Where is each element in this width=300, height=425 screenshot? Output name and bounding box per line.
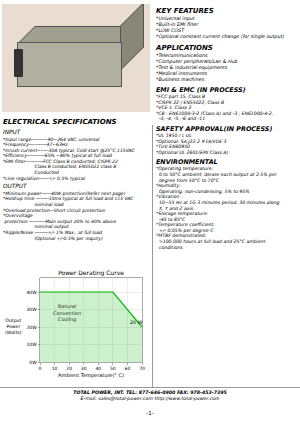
svg-text:OutputPower(Watts): OutputPower(Watts)	[5, 318, 22, 335]
html-text:*Humidity:: *Humidity:	[156, 183, 181, 189]
html-text:OUTPUT: OUTPUT	[3, 183, 27, 190]
html-text:Operating: non-condensing, 5%: Operating: non-condensing, 5% to 95%	[156, 188, 250, 194]
svg-text:0: 0	[39, 366, 42, 371]
html-text:ENVIRONMENTAL: ENVIRONMENTAL	[156, 158, 218, 167]
svg-text:10W: 10W	[26, 342, 37, 347]
html-text:EMI & EMC (IN PROCESS): EMI & EMC (IN PROCESS)	[156, 86, 246, 94]
svg-text:20: 20	[66, 366, 72, 371]
html-text:*Test & industrial equipments: *Test & industrial equipments	[156, 65, 228, 70]
svg-text:Ambient Temperature(° C): Ambient Temperature(° C)	[58, 372, 124, 379]
html-text:>100,000 hours at full load an: >100,000 hours at full load and 25°C amb…	[156, 239, 266, 245]
html-text:*LOW COST: *LOW COST	[156, 28, 185, 33]
html-text:*Storage temperature:: *Storage temperature:	[156, 211, 209, 217]
html-text:degree from 50°C to 70°C: degree from 50°C to 70°C	[156, 177, 220, 183]
html-text:nominal load: nominal load	[3, 201, 64, 207]
svg-text:NaturalConvectionCooling: NaturalConvectionCooling	[53, 303, 81, 323]
html-text:INPUT: INPUT	[3, 129, 21, 135]
html-text:*Overvoltage: *Overvoltage	[3, 213, 33, 219]
svg-text:10: 10	[52, 366, 58, 371]
html-text:protection ----------Main outp: protection ----------Main output 20% to …	[3, 218, 117, 224]
html-text:TOTAL POWER, INT. TEL: 877-646: TOTAL POWER, INT. TEL: 877-646-0900 FAX:…	[73, 390, 227, 395]
html-text:*Optional: SA J22.2 #14/VDE 3: *Optional: SA J22.2 #14/VDE 3	[156, 138, 227, 144]
html-text:Conducted: Conducted	[3, 170, 59, 176]
html-text:*Frequency-----------47~63Hz: *Frequency-----------47~63Hz	[3, 142, 68, 148]
svg-text:40: 40	[95, 366, 101, 371]
html-text:ELECTRICAL SPECIFICATIONS: ELECTRICAL SPECIFICATIONS	[3, 118, 117, 126]
svg-text:30: 30	[81, 366, 87, 371]
html-text:*Ripple/Noise --------+/- 1% M: *Ripple/Noise --------+/- 1% Max., at fu…	[3, 229, 103, 235]
html-text:*Minimum power------40W protec: *Minimum power------40W protection(Refer…	[3, 190, 126, 196]
svg-text:70: 70	[139, 366, 145, 371]
html-text:*Temperature coefficient:: *Temperature coefficient:	[156, 222, 215, 228]
html-text:*Line regulation------+/- 0.5%: *Line regulation------+/- 0.5% typical	[3, 175, 85, 181]
svg-text:Power Derating Curve: Power Derating Curve	[58, 269, 124, 277]
svg-text:20W: 20W	[26, 325, 37, 330]
html-text:-3, -4, -5, -6 and -11: -3, -4, -5, -6 and -11	[156, 116, 206, 122]
html-text:*VCE 1, Class 2: *VCE 1, Class 2	[156, 105, 192, 111]
html-text:nominal output: nominal output	[3, 224, 69, 230]
html-text:*Optional constant current cha: *Optional constant current change (for s…	[156, 34, 285, 39]
svg-text:20 W: 20 W	[130, 320, 143, 325]
html-text:SAFETY APPROVAL(IN PROCESS): SAFETY APPROVAL(IN PROCESS)	[156, 125, 273, 133]
html-text:-40 to 85°C: -40 to 85°C	[156, 216, 186, 222]
html-text:*Input range----------90~264 V: *Input range----------90~264 VAC, univer…	[3, 136, 100, 142]
html-text:*Vibration :: *Vibration :	[156, 194, 183, 200]
html-text:*Optional UL 2601(EMI Class A): *Optional UL 2601(EMI Class A)	[156, 149, 229, 155]
html-text:*CISPR 22 / EN55022, Class B: *CISPR 22 / EN55022, Class B	[156, 99, 225, 105]
html-text:APPLICATIONS: APPLICATIONS	[156, 44, 213, 52]
html-text:*Universal input: *Universal input	[156, 16, 195, 21]
html-text:0 to 50°C ambient; derate each: 0 to 50°C ambient; derate each output at…	[156, 171, 277, 177]
html-text:*Computer peripherals/Lan & Hu: *Computer peripherals/Lan & Hub	[156, 59, 238, 64]
html-text:*MTBF demonstrated:: *MTBF demonstrated:	[156, 233, 207, 239]
html-text:*TUV EN60950: *TUV EN60950	[156, 144, 190, 150]
html-text:Class B conducted, EN55022 cla: Class B conducted, EN55022 class B	[3, 164, 117, 170]
svg-text:50: 50	[110, 366, 116, 371]
html-text:*CB : EN61000-3-2 (Class A) an: *CB : EN61000-3-2 (Class A) and -3 ; EN6…	[156, 110, 274, 116]
html-text:(Optional +/-0.5% per inquiry): (Optional +/-0.5% per inquiry)	[3, 235, 103, 241]
html-text:*FCC part 15, Class B: *FCC part 15, Class B	[156, 94, 206, 99]
html-text:10~55 Hz at 1G 3 minutes perio: 10~55 Hz at 1G 3 minutes period, 30 minu…	[156, 199, 280, 205]
svg-text:30W: 30W	[26, 307, 37, 312]
html-text:*EMI filter-----------FCC Clas: *EMI filter-----------FCC Class B conduc…	[3, 158, 118, 164]
html-text:X, Y and Z axis: X, Y and Z axis	[156, 205, 194, 211]
html-text:KEY FEATURES: KEY FEATURES	[156, 7, 214, 15]
html-text:*Efficiency-----------65% ~80%: *Efficiency-----------65% ~80% typical a…	[3, 153, 112, 159]
html-text:-1-: -1-	[146, 410, 154, 416]
svg-text:0W: 0W	[29, 360, 37, 365]
html-text:*UL 1950 / c UL: *UL 1950 / c UL	[156, 133, 192, 138]
html-text:*Inrush current-------30A typi: *Inrush current-------30A typical, Cold …	[3, 147, 135, 153]
html-text:+/- 0.05% per degree C: +/- 0.05% per degree C	[156, 227, 214, 233]
html-text:*Hold-up time --------10ms typ: *Hold-up time --------10ms typical at fu…	[3, 196, 134, 202]
html-text:*Operating temperature:: *Operating temperature:	[156, 166, 214, 172]
svg-text:60: 60	[125, 366, 131, 371]
html-text:*Built-in EMI filter: *Built-in EMI filter	[156, 22, 199, 27]
svg-text:40W: 40W	[26, 290, 37, 295]
html-text:*Medical instruments: *Medical instruments	[156, 71, 208, 76]
html-text:*Telecommunications: *Telecommunications	[156, 53, 208, 58]
html-text:E-mail: sales@total-power.com: E-mail: sales@total-power.com http://www…	[80, 396, 220, 401]
html-text:conditions: conditions	[156, 244, 183, 250]
html-text:*Business machines: *Business machines	[156, 77, 205, 82]
html-text:*Overload protection--Short ci: *Overload protection--Short circuit prot…	[3, 207, 106, 213]
